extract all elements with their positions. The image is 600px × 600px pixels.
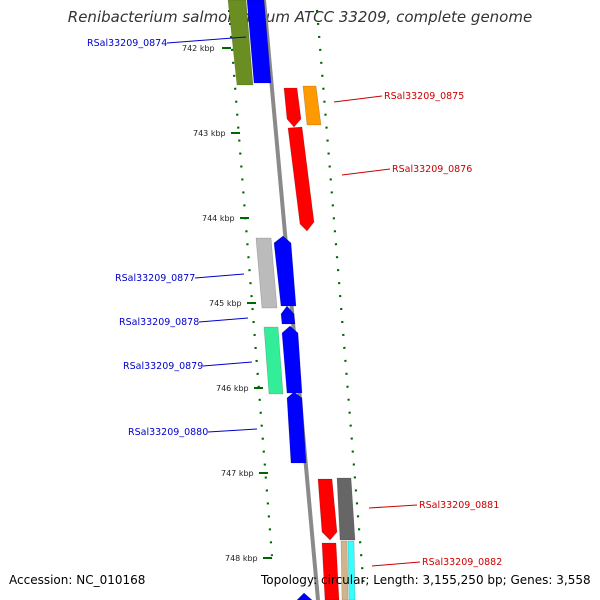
gene-reverse[interactable] [296,592,313,600]
gene-label[interactable]: RSal33209_0877 [115,273,195,284]
tick-label: 743 kbp [193,129,226,138]
gene-label[interactable]: RSal33209_0876 [392,164,472,175]
accession-text: Accession: NC_010168 [9,573,146,587]
gene-label[interactable]: RSal33209_0875 [384,91,464,102]
tick-dots [227,9,366,591]
gene-label[interactable]: RSal33209_0874 [87,38,167,49]
gene-forward[interactable] [317,478,338,541]
gene-leader-line [194,273,245,279]
cog-box[interactable] [347,540,356,600]
gene-leader-line [207,428,258,433]
tick-label: 746 kbp [216,384,249,393]
gene-labels: RSal33209_0874 RSal33209_0875 RSal33209_08… [87,36,502,568]
tick-marks: 742 kbp 743 kbp 744 kbp 745 kbp 746 kbp 747 k… [182,44,272,563]
gene-features [227,0,356,600]
gene-forward[interactable] [283,87,302,128]
gene-leader-line [371,561,421,567]
gene-label[interactable]: RSal33209_0881 [419,500,499,511]
gene-leader-line [198,317,249,323]
inner-tick-ring [227,9,274,557]
gene-reverse[interactable] [246,0,272,84]
gene-reverse[interactable] [286,391,307,464]
gene-label[interactable]: RSal33209_0878 [119,317,199,328]
tick-label: 748 kbp [225,554,258,563]
gene-reverse[interactable] [280,305,296,325]
tick-label: 744 kbp [202,214,235,223]
cog-box[interactable] [227,0,254,86]
tick-label: 745 kbp [209,299,242,308]
gene-reverse[interactable] [273,235,297,307]
gene-leader-line [202,361,253,367]
gene-reverse[interactable] [281,325,303,394]
tick-label: 742 kbp [182,44,215,53]
gene-label[interactable]: RSal33209_0880 [128,427,208,438]
cog-box[interactable] [340,540,349,600]
gene-leader-line [368,504,418,509]
gene-forward[interactable] [321,542,340,600]
gene-label[interactable]: RSal33209_0882 [422,557,502,568]
gene-leader-line [166,36,247,44]
map-title: Renibacterium salmoninarum ATCC 33209, c… [67,8,533,26]
gene-leader-line [333,95,383,103]
summary-text: Topology: circular; Length: 3,155,250 bp… [261,573,591,587]
gene-leader-line [341,168,391,176]
cog-box[interactable] [336,477,356,541]
cog-box[interactable] [302,85,322,126]
tick-label: 747 kbp [221,469,254,478]
gene-label[interactable]: RSal33209_0879 [123,361,203,372]
gene-forward[interactable] [287,126,315,232]
cog-box[interactable] [255,237,278,309]
cog-box[interactable] [263,326,284,395]
